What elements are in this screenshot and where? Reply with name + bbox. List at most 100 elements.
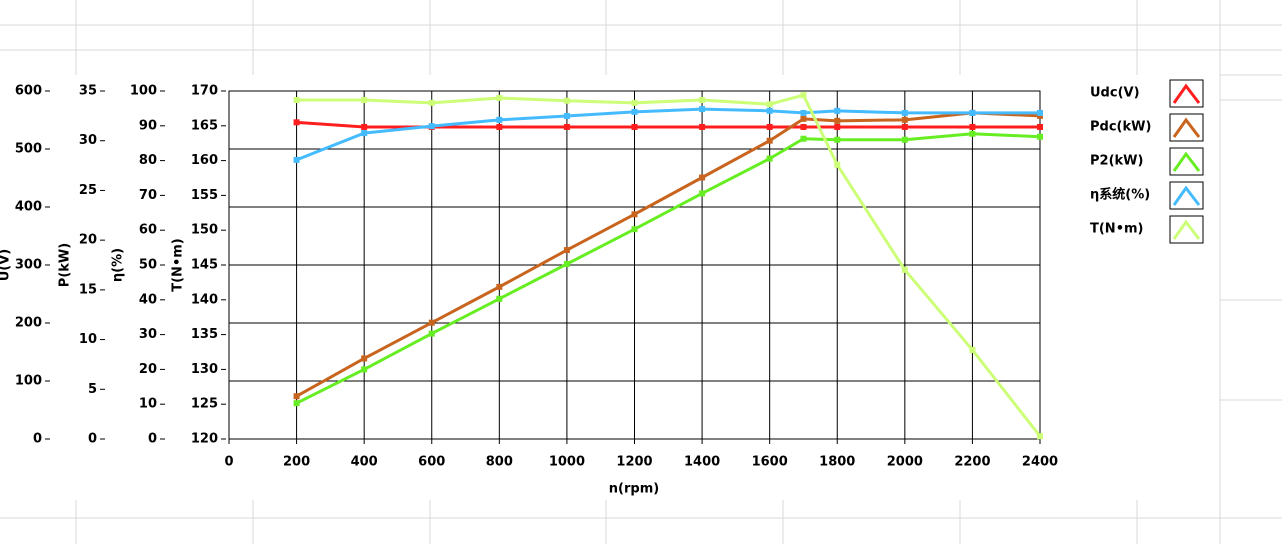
data-point — [969, 130, 976, 137]
x-tick-label: 2000 — [887, 455, 923, 470]
y-tick-label: 10 — [139, 397, 157, 412]
data-point — [699, 106, 706, 113]
data-point — [361, 366, 368, 373]
data-point — [834, 123, 841, 130]
data-point — [766, 107, 773, 114]
y-tick-label: 500 — [15, 142, 42, 157]
legend-swatch — [1172, 83, 1201, 104]
data-point — [834, 117, 841, 124]
data-point — [969, 346, 976, 353]
data-point — [563, 113, 570, 120]
y-tick-label: 160 — [191, 153, 218, 168]
legend-label: T(N•m) — [1090, 222, 1144, 237]
data-point — [361, 97, 368, 104]
legend-label: Pdc(kW) — [1090, 120, 1151, 135]
x-tick-label: 1400 — [684, 455, 720, 470]
data-point — [901, 116, 908, 123]
x-tick-label: 1800 — [819, 455, 855, 470]
data-point — [1037, 109, 1043, 116]
x-tick-label: 1000 — [549, 455, 585, 470]
y-tick-label: 155 — [191, 188, 218, 203]
x-tick-label: 2200 — [954, 455, 990, 470]
legend-label: P2(kW) — [1090, 154, 1143, 169]
x-axis-title: n(rpm) — [609, 482, 659, 497]
x-tick-label: 2400 — [1022, 455, 1058, 470]
data-point — [428, 123, 435, 130]
data-point — [293, 119, 300, 126]
data-point — [496, 94, 503, 101]
x-tick-label: 1200 — [616, 455, 652, 470]
data-point — [766, 137, 773, 144]
y-tick-label: 100 — [15, 374, 42, 389]
y-tick-label: 200 — [15, 316, 42, 331]
y-tick-label: 125 — [191, 397, 218, 412]
data-point — [699, 174, 706, 181]
data-point — [293, 400, 300, 407]
y-tick-label: 300 — [15, 258, 42, 273]
y-tick-label: 20 — [79, 233, 97, 248]
y-tick-label: 90 — [139, 118, 157, 133]
data-point — [901, 266, 908, 273]
y-tick-label: 100 — [130, 84, 157, 99]
data-point — [361, 355, 368, 362]
y-tick-label: 15 — [79, 282, 97, 297]
data-point — [800, 109, 807, 116]
y-axis-title: P(kW) — [58, 243, 73, 287]
data-point — [834, 107, 841, 114]
y-tick-label: 165 — [191, 118, 218, 133]
y-axis-title: η(%) — [111, 248, 126, 282]
data-point — [361, 123, 368, 130]
legend-label: η系统(%) — [1090, 187, 1150, 203]
data-point — [699, 190, 706, 197]
y-tick-label: 5 — [88, 382, 97, 397]
data-point — [969, 109, 976, 116]
data-point — [428, 319, 435, 326]
data-point — [1037, 123, 1043, 130]
y-tick-label: 20 — [139, 362, 157, 377]
data-point — [631, 123, 638, 130]
data-point — [800, 92, 807, 99]
data-point — [969, 123, 976, 130]
data-point — [1037, 133, 1043, 140]
data-point — [563, 123, 570, 130]
data-point — [699, 97, 706, 104]
data-point — [834, 161, 841, 168]
data-point — [361, 130, 368, 137]
data-point — [293, 97, 300, 104]
x-tick-label: 200 — [283, 455, 310, 470]
legend-swatch — [1172, 219, 1201, 240]
y-tick-label: 170 — [191, 84, 218, 99]
data-point — [496, 283, 503, 290]
y-tick-label: 145 — [191, 258, 218, 273]
data-point — [901, 123, 908, 130]
y-tick-label: 25 — [79, 183, 97, 198]
data-point — [293, 393, 300, 400]
y-axis-title: U(V) — [0, 249, 13, 282]
legend-swatch — [1172, 117, 1201, 138]
data-point — [901, 136, 908, 143]
data-point — [766, 101, 773, 108]
y-tick-label: 80 — [139, 153, 157, 168]
data-point — [428, 330, 435, 337]
data-point — [428, 99, 435, 106]
data-point — [563, 261, 570, 268]
legend-label: Udc(V) — [1090, 86, 1140, 101]
y-tick-label: 0 — [88, 432, 97, 447]
y-tick-label: 30 — [139, 327, 157, 342]
y-tick-label: 135 — [191, 327, 218, 342]
data-point — [631, 211, 638, 218]
y-tick-label: 0 — [33, 432, 42, 447]
y-tick-label: 0 — [148, 432, 157, 447]
data-point — [1037, 433, 1043, 440]
data-point — [496, 123, 503, 130]
y-tick-label: 30 — [79, 133, 97, 148]
legend-swatch — [1172, 185, 1201, 206]
y-tick-label: 130 — [191, 362, 218, 377]
data-point — [631, 108, 638, 115]
y-tick-label: 400 — [15, 200, 42, 215]
data-point — [834, 136, 841, 143]
data-point — [563, 97, 570, 104]
y-tick-label: 10 — [79, 332, 97, 347]
x-tick-label: 0 — [224, 455, 233, 470]
